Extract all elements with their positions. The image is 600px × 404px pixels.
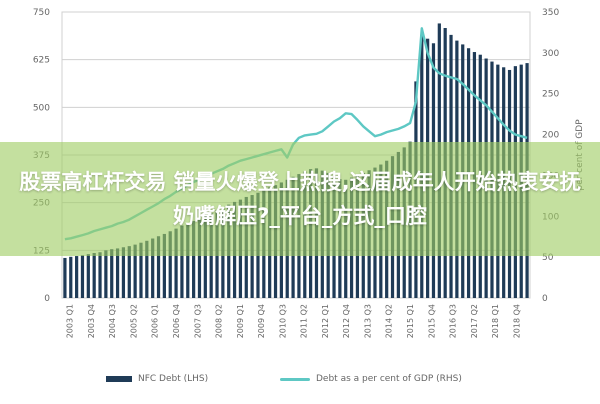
x-tick-label: 2018 Q4 <box>512 304 521 338</box>
y-left-tick-label: 625 <box>33 56 50 66</box>
banner-text: 股票高杠杆交易 销量火爆登上热搜,这届成年人开始热衷安抚奶嘴解压?_平台_方式_… <box>19 170 581 228</box>
bar-nfc-debt <box>174 228 178 298</box>
y-right-tick-label: 0 <box>542 294 548 304</box>
x-tick-label: 2010 Q3 <box>278 304 287 338</box>
bar-nfc-debt <box>180 225 184 298</box>
x-tick-label: 2012 Q1 <box>321 304 330 338</box>
x-tick-label: 2018 Q1 <box>491 304 500 338</box>
bar-nfc-debt <box>80 255 85 298</box>
bar-nfc-debt <box>127 246 131 298</box>
y-right-tick-label: 50 <box>542 253 554 263</box>
x-tick-label: 2006 Q4 <box>172 304 181 338</box>
chart-legend: NFC Debt (LHS) Debt as a per cent of GDP… <box>0 370 600 392</box>
x-tick-label: 2017 Q2 <box>470 304 479 338</box>
bar-nfc-debt <box>110 249 114 298</box>
y-right-tick-label: 350 <box>542 8 559 18</box>
bar-nfc-debt <box>92 253 96 298</box>
bar-nfc-debt <box>63 257 67 298</box>
x-tick-label: 2011 Q2 <box>300 304 309 338</box>
bar-nfc-debt <box>186 223 190 298</box>
bar-nfc-debt <box>162 233 166 298</box>
x-tick-label: 2007 Q3 <box>193 304 202 338</box>
x-tick-label: 2003 Q1 <box>66 304 75 338</box>
bar-nfc-debt <box>69 256 73 298</box>
bar-nfc-debt <box>168 231 172 298</box>
bar-nfc-debt <box>203 216 207 298</box>
bar-nfc-debt <box>145 240 149 298</box>
bar-nfc-debt <box>197 218 202 298</box>
x-tick-label: 2009 Q1 <box>236 304 245 338</box>
legend-swatch-line <box>280 377 310 381</box>
bar-nfc-debt <box>121 247 126 298</box>
bar-nfc-debt <box>151 238 155 298</box>
bar-nfc-debt <box>156 236 161 298</box>
legend-swatch-bar <box>106 376 132 382</box>
x-tick-label: 2015 Q1 <box>406 304 415 338</box>
x-tick-label: 2012 Q4 <box>342 304 351 338</box>
x-tick-label: 2009 Q4 <box>257 304 266 338</box>
x-tick-label: 2004 Q3 <box>108 304 117 338</box>
x-tick-label: 2006 Q1 <box>151 304 160 338</box>
legend-item-nfc-debt: NFC Debt (LHS) <box>106 374 208 384</box>
x-tick-label: 2016 Q3 <box>449 304 458 338</box>
x-tick-label: 2013 Q3 <box>363 304 372 338</box>
x-tick-label: 2008 Q2 <box>215 304 224 338</box>
bar-nfc-debt <box>139 242 143 298</box>
bar-nfc-debt <box>133 244 137 298</box>
legend-label-debt-gdp: Debt as a per cent of GDP (RHS) <box>316 374 462 384</box>
x-tick-label: 2005 Q2 <box>129 304 138 338</box>
legend-label-nfc-debt: NFC Debt (LHS) <box>138 374 209 384</box>
y-left-tick-label: 0 <box>44 294 50 304</box>
bar-nfc-debt <box>115 248 120 298</box>
bar-nfc-debt <box>192 220 196 298</box>
overlay-banner: 股票高杠杆交易 销量火爆登上热搜,这届成年人开始热衷安抚奶嘴解压?_平台_方式_… <box>0 142 600 256</box>
y-left-tick-label: 750 <box>33 8 50 18</box>
bar-nfc-debt <box>98 252 102 298</box>
x-tick-label: 2015 Q4 <box>427 304 436 338</box>
bar-nfc-debt <box>75 256 79 298</box>
y-right-tick-label: 250 <box>542 90 559 100</box>
x-tick-label: 2003 Q4 <box>87 304 96 338</box>
legend-item-debt-gdp: Debt as a per cent of GDP (RHS) <box>280 374 462 384</box>
bar-nfc-debt <box>104 250 108 298</box>
x-tick-label: 2014 Q2 <box>385 304 394 338</box>
y-right-tick-label: 300 <box>542 49 559 59</box>
y-right-tick-label: 200 <box>542 131 559 141</box>
y-left-tick-label: 500 <box>33 103 50 113</box>
bar-nfc-debt <box>86 254 90 298</box>
